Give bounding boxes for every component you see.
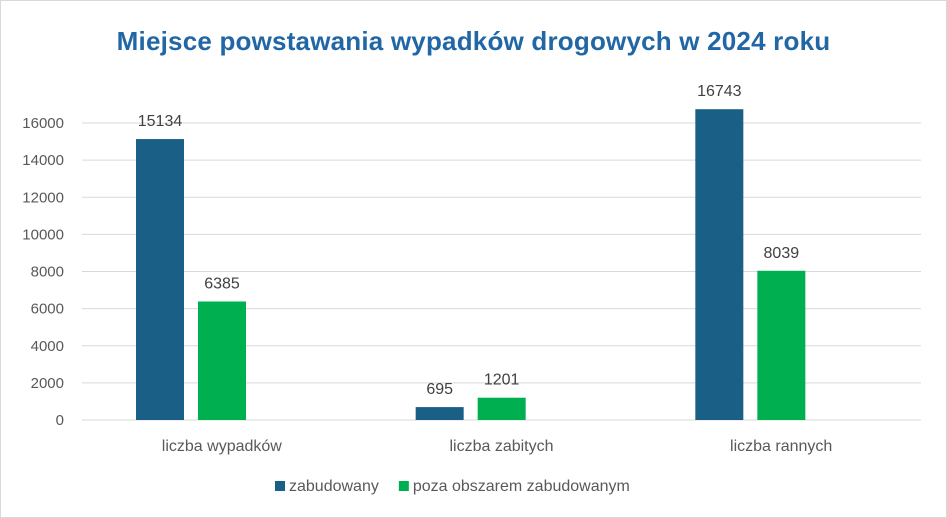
data-label: 8039 bbox=[764, 245, 800, 262]
bar bbox=[136, 139, 184, 420]
x-category-label: liczba wypadków bbox=[162, 438, 283, 455]
legend-swatch bbox=[275, 481, 285, 491]
bar bbox=[757, 270, 806, 420]
legend-swatch bbox=[398, 481, 409, 491]
data-label: 695 bbox=[426, 381, 453, 398]
bar bbox=[695, 109, 744, 420]
y-tick-label: 16000 bbox=[22, 115, 64, 132]
y-tick-label: 12000 bbox=[22, 189, 64, 206]
x-axis-categories: liczba wypadków liczba zabitych liczba ran… bbox=[162, 438, 833, 455]
y-axis-ticks: 0 2000 4000 6000 8000 10000 12000 14000 16000 bbox=[22, 115, 64, 429]
legend-label: poza obszarem zabudowanym bbox=[413, 478, 630, 495]
y-tick-label: 0 bbox=[56, 412, 64, 429]
data-label: 1201 bbox=[484, 372, 520, 389]
bar bbox=[477, 397, 526, 420]
legend: zabudowany poza obszarem zabudowanym bbox=[275, 478, 630, 495]
y-tick-label: 4000 bbox=[31, 338, 64, 355]
data-label: 15134 bbox=[138, 113, 183, 130]
bar bbox=[198, 301, 246, 420]
x-category-label: liczba zabitych bbox=[449, 438, 553, 455]
data-label: 16743 bbox=[697, 83, 742, 100]
bar bbox=[415, 407, 464, 420]
y-tick-label: 14000 bbox=[22, 152, 64, 169]
bars bbox=[136, 109, 806, 420]
data-label: 6385 bbox=[204, 275, 240, 292]
data-labels: 15134 6385 695 1201 16743 8039 bbox=[138, 83, 799, 398]
legend-label: zabudowany bbox=[289, 478, 379, 495]
x-category-label: liczba rannych bbox=[730, 438, 832, 455]
chart-title: Miejsce powstawania wypadków drogowych w… bbox=[116, 26, 831, 56]
y-tick-label: 6000 bbox=[31, 301, 64, 318]
y-tick-label: 2000 bbox=[31, 375, 64, 392]
y-tick-label: 8000 bbox=[31, 264, 64, 281]
y-tick-label: 10000 bbox=[22, 226, 64, 243]
